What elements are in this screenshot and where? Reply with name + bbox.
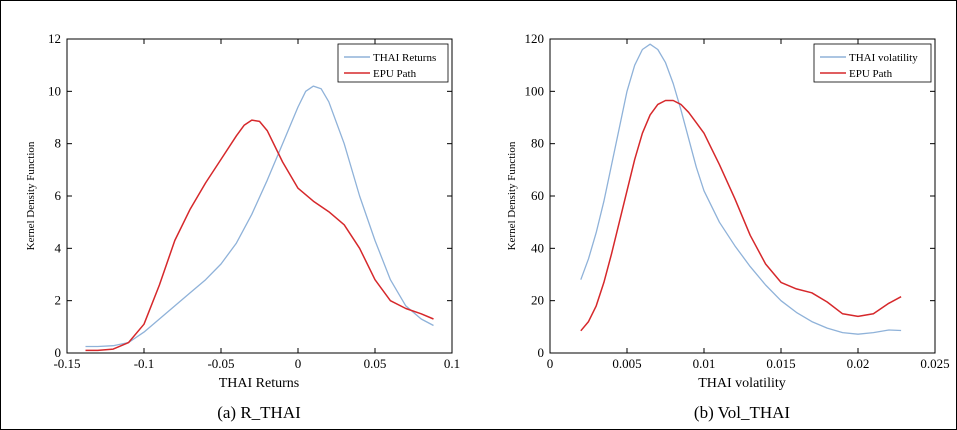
chart-a-y-tick-label: 8 bbox=[55, 136, 62, 151]
chart-a-ticks: -0.15 -0.1 -0.05 0 0.05 0.1 0 2 4 6 8 10 12 bbox=[48, 31, 460, 371]
chart-a-y-tick-label: 12 bbox=[48, 31, 61, 46]
chart-b-plot-area bbox=[549, 38, 936, 354]
chart-b-y-tick-label: 20 bbox=[531, 293, 544, 308]
chart-b-y-tick-label: 120 bbox=[525, 31, 545, 46]
chart-a-legend-label-1: EPU Path bbox=[373, 68, 417, 80]
chart-a-series bbox=[85, 85, 434, 352]
chart-a-y-tick-label: 4 bbox=[55, 240, 62, 255]
chart-b-x-tick-label: 0.005 bbox=[612, 356, 641, 371]
chart-b-legend-label-1: EPU Path bbox=[849, 68, 893, 80]
chart-a-caption: (a) R_THAI bbox=[217, 403, 301, 422]
chart-b-caption: (b) Vol_THAI bbox=[694, 403, 791, 422]
chart-b-ticks: 0 0.005 0.01 0.015 0.02 0.025 0 20 40 60 80 100 120 bbox=[525, 31, 950, 371]
chart-b: 0 0.005 0.01 0.015 0.02 0.025020406080100120 … bbox=[506, 31, 950, 422]
chart-a-y-axis-label: Kernel Density Function bbox=[25, 141, 37, 250]
chart-a-x-tick-label: 0.05 bbox=[364, 356, 387, 371]
chart-a-y-tick-label: 6 bbox=[55, 188, 62, 203]
chart-b-legend-label-0: THAI volatility bbox=[849, 52, 918, 64]
chart-a-x-tick-label: -0.05 bbox=[207, 356, 234, 371]
chart-a-y-tick-label: 2 bbox=[55, 293, 62, 308]
chart-a-x-axis-label: THAI Returns bbox=[219, 376, 300, 391]
chart-a-x-tick-label: -0.1 bbox=[134, 356, 155, 371]
chart-b-x-tick-label: 0.025 bbox=[920, 356, 949, 371]
chart-b-series-line-0 bbox=[580, 43, 902, 335]
chart-a-legend-box bbox=[337, 43, 449, 83]
chart-b-x-tick-label: 0.01 bbox=[693, 356, 716, 371]
chart-a-series-line-0 bbox=[85, 85, 434, 348]
chart-b-x-axis-label: THAI volatility bbox=[698, 376, 786, 391]
chart-b-y-tick-label: 40 bbox=[531, 240, 544, 255]
chart-a-x-tick-label: 0.1 bbox=[444, 356, 460, 371]
chart-b-x-tick-label: 0.02 bbox=[847, 356, 870, 371]
chart-b-series bbox=[580, 43, 902, 335]
chart-b-y-axis-label: Kernel Density Function bbox=[506, 141, 518, 250]
chart-a-legend-label-0: THAI Returns bbox=[373, 52, 436, 64]
chart-b-y-tick-label: 60 bbox=[531, 188, 544, 203]
chart-a-x-tick-label: 0 bbox=[295, 356, 302, 371]
chart-b-x-tick-label: 0 bbox=[547, 356, 554, 371]
chart-b-y-tick-label: 0 bbox=[538, 345, 545, 360]
chart-a-series-line-1 bbox=[85, 119, 434, 352]
chart-b-series-line-1 bbox=[580, 99, 902, 332]
chart-b-legend-box bbox=[813, 43, 932, 83]
chart-a: -0.15 -0.1 -0.05 0 0.05 0.1 0 2 4 6 8 10 12 THAI Ret… bbox=[25, 31, 460, 422]
chart-a-y-tick-label: 10 bbox=[48, 83, 61, 98]
chart-b-y-tick-label: 100 bbox=[525, 83, 545, 98]
chart-b-legend: THAI volatility EPU Path bbox=[813, 43, 932, 83]
chart-a-x-tick-label: -0.15 bbox=[53, 356, 80, 371]
chart-b-y-tick-label: 80 bbox=[531, 136, 544, 151]
chart-a-legend: THAI Returns EPU Path bbox=[337, 43, 449, 83]
chart-a-y-tick-label: 0 bbox=[55, 345, 62, 360]
chart-b-x-tick-label: 0.015 bbox=[766, 356, 795, 371]
